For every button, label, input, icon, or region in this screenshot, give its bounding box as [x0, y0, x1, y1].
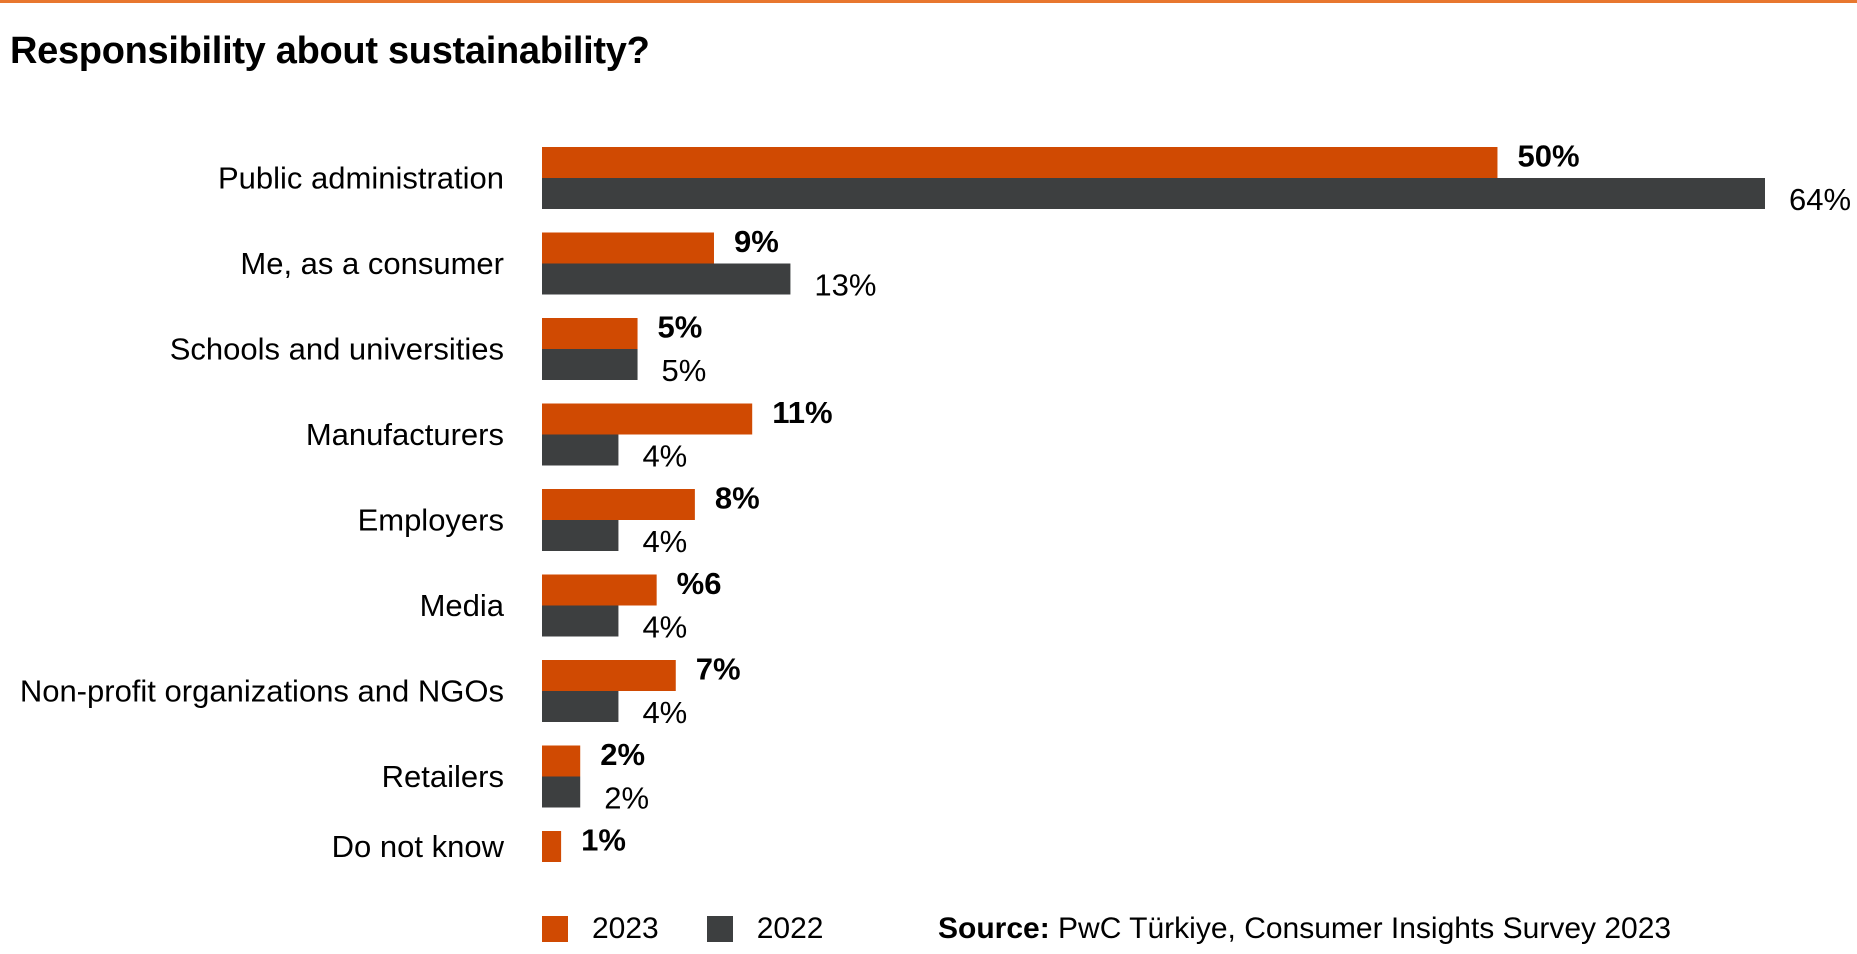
- bar-2023-do-not-know: [542, 831, 562, 862]
- bar-2022-manufacturers: [542, 434, 619, 466]
- data-label-2023-retailers: 2%: [600, 737, 645, 772]
- data-label-2023-media: %6: [677, 566, 722, 601]
- category-label-manufacturers: Manufacturers: [306, 417, 504, 452]
- data-label-2023-non-profit-organizations-and-ngos: 7%: [696, 652, 741, 687]
- source-text: PwC Türkiye, Consumer Insights Survey 20…: [1049, 912, 1672, 945]
- data-label-2023-do-not-know: 1%: [581, 823, 626, 858]
- bar-chart: Public administration 50% 64% Me, as a cons…: [20, 139, 1851, 865]
- data-label-2023-schools-and-universities: 5%: [658, 310, 703, 345]
- bar-2023-non-profit-organizations-and-ngos: [542, 660, 676, 691]
- bar-2023-manufacturers: [542, 403, 753, 435]
- category-label-employers: Employers: [358, 503, 504, 538]
- category-label-retailers: Retailers: [382, 759, 504, 794]
- data-label-2023-employers: 8%: [715, 481, 760, 516]
- category-label-public-administration: Public administration: [218, 161, 504, 196]
- bar-2022-public-administration: [542, 178, 1765, 209]
- category-label-me-as-a-consumer: Me, as a consumer: [240, 246, 504, 281]
- bar-2022-media: [542, 605, 619, 637]
- bar-2023-media: [542, 574, 657, 606]
- data-label-2023-me-as-a-consumer: 9%: [734, 224, 779, 259]
- bar-2023-public-administration: [542, 147, 1498, 178]
- bar-2022-employers: [542, 520, 619, 551]
- legend: 2023 2022: [542, 912, 872, 946]
- data-label-2022-non-profit-organizations-and-ngos: 4%: [642, 695, 687, 730]
- legend-item-2023: 2023: [542, 912, 659, 946]
- data-label-2022-retailers: 2%: [604, 781, 649, 816]
- data-label-2023-public-administration: 50%: [1517, 139, 1579, 174]
- bar-2022-retailers: [542, 776, 581, 808]
- bar-2023-schools-and-universities: [542, 318, 638, 349]
- legend-item-2022: 2022: [706, 912, 824, 946]
- data-label-2022-public-administration: 64%: [1789, 182, 1851, 217]
- bar-2022-me-as-a-consumer: [542, 263, 791, 295]
- source-note: Source: PwC Türkiye, Consumer Insights S…: [938, 912, 1671, 946]
- legend-swatch-2022: [706, 916, 733, 942]
- bar-2023-employers: [542, 489, 695, 520]
- bar-2022-non-profit-organizations-and-ngos: [542, 691, 619, 722]
- data-label-2022-manufacturers: 4%: [642, 439, 687, 474]
- legend-swatch-2023: [542, 916, 568, 942]
- bar-2023-retailers: [542, 745, 581, 777]
- bar-2022-schools-and-universities: [542, 349, 638, 380]
- data-label-2022-media: 4%: [642, 610, 687, 645]
- data-label-2022-me-as-a-consumer: 13%: [814, 268, 876, 303]
- source-label: Source:: [938, 912, 1050, 945]
- category-label-schools-and-universities: Schools and universities: [170, 332, 504, 367]
- data-label-2022-schools-and-universities: 5%: [662, 353, 707, 388]
- category-label-do-not-know: Do not know: [332, 829, 505, 864]
- legend-label-2022: 2022: [756, 912, 824, 945]
- legend-label-2023: 2023: [592, 912, 659, 945]
- data-label-2022-employers: 4%: [642, 524, 687, 559]
- category-label-media: Media: [420, 588, 505, 623]
- top-accent-line: [0, 0, 1857, 3]
- bar-2023-me-as-a-consumer: [542, 232, 714, 264]
- chart-title: Responsibility about sustainability?: [10, 30, 650, 72]
- data-label-2023-manufacturers: 11%: [772, 395, 832, 430]
- category-label-non-profit-organizations-and-ngos: Non-profit organizations and NGOs: [20, 674, 504, 709]
